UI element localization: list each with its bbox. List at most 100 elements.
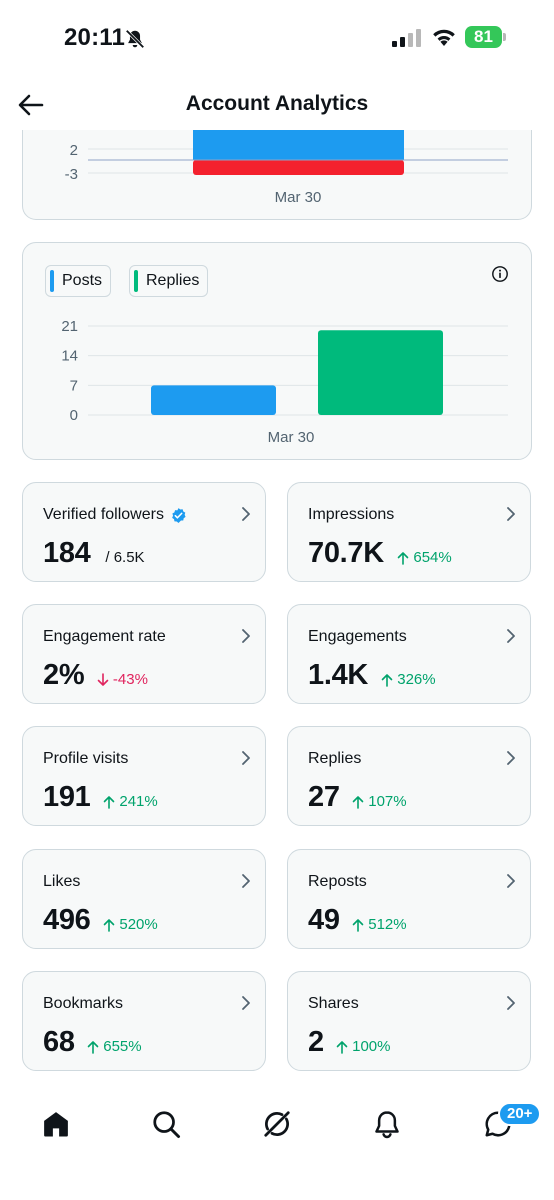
stat-label-text: Profile visits [43, 750, 129, 767]
search-icon [153, 1111, 180, 1138]
stat-change-text: 241% [119, 793, 158, 810]
stat-card[interactable]: Engagements 1.4K 326% [287, 604, 531, 704]
chevron-right-icon [507, 751, 515, 765]
stat-card[interactable]: Shares 2 100% [287, 971, 531, 1071]
nav-search[interactable] [146, 1104, 186, 1144]
stat-value: 184 [43, 537, 91, 569]
stat-card[interactable]: Impressions 70.7K 654% [287, 482, 531, 582]
stat-change-text: -43% [112, 671, 148, 688]
grok-icon [264, 1111, 290, 1137]
home-icon [44, 1112, 68, 1137]
stat-label: Verified followers [43, 506, 187, 524]
stat-label: Bookmarks [43, 995, 123, 1013]
page-title: Account Analytics [185, 92, 369, 115]
stat-label: Engagements [308, 628, 407, 646]
legend-label-posts: Posts [62, 272, 103, 289]
y-tick-label: -3 [65, 166, 78, 183]
chevron-right-icon [507, 996, 515, 1010]
chevron-right-icon [242, 507, 250, 521]
chart-bar-negative [193, 160, 404, 175]
stat-label: Impressions [308, 506, 394, 524]
chevron-right-icon [507, 507, 515, 521]
nav-grok[interactable] [257, 1104, 297, 1144]
stat-label: Reposts [308, 873, 367, 891]
chevron-right-icon [507, 629, 515, 643]
stat-label-text: Reposts [308, 873, 367, 890]
stat-change-text: 512% [368, 916, 407, 933]
nav-home[interactable] [36, 1104, 76, 1144]
notifications-icon [375, 1111, 399, 1139]
arrow-up-icon [381, 673, 393, 687]
stat-label: Engagement rate [43, 628, 166, 646]
bell-off-icon [125, 29, 145, 49]
stat-label: Likes [43, 873, 80, 891]
stat-card[interactable]: Replies 27 107% [287, 726, 531, 826]
stat-card[interactable]: Verified followers 184 / 6.5K [22, 482, 266, 582]
y-tick-label: 14 [61, 348, 78, 365]
messages-badge: 20+ [498, 1102, 542, 1126]
y-tick-label: 21 [61, 318, 78, 335]
battery-level: 81 [474, 27, 493, 46]
stat-label: Profile visits [43, 750, 128, 768]
stat-change: -43% [97, 671, 148, 688]
stat-label-text: Impressions [308, 506, 395, 523]
stat-change-text: 107% [368, 793, 407, 810]
back-button[interactable] [14, 88, 48, 122]
stat-secondary: / 6.5K [105, 549, 145, 566]
chart-bar-posts [151, 385, 276, 415]
stat-change: 241% [103, 793, 158, 810]
stat-value: 1.4K [308, 659, 369, 691]
stat-change-text: 326% [397, 671, 436, 688]
verified-badge-icon [172, 507, 186, 523]
chart-bar-replies [318, 330, 443, 415]
wifi-icon [433, 29, 455, 46]
stat-label-text: Verified followers [43, 506, 164, 523]
stat-value: 2% [43, 659, 85, 691]
stat-value: 496 [43, 904, 91, 936]
stat-card[interactable]: Reposts 49 512% [287, 849, 531, 949]
arrow-up-icon [87, 1040, 99, 1054]
arrow-left-icon [18, 94, 44, 116]
stat-card[interactable]: Profile visits 191 241% [22, 726, 266, 826]
legend-swatch-replies [134, 270, 138, 292]
chart-main-svg: 21 14 7 0 Mar 30 [61, 318, 508, 446]
stat-change: 107% [352, 793, 407, 810]
arrow-up-icon [336, 1040, 348, 1054]
chevron-right-icon [507, 874, 515, 888]
stat-label-text: Bookmarks [43, 995, 124, 1012]
stat-card[interactable]: Likes 496 520% [22, 849, 266, 949]
stat-change: 100% [336, 1038, 391, 1055]
arrow-down-icon [97, 672, 109, 686]
stat-change: 654% [397, 549, 452, 566]
stat-label-text: Likes [43, 873, 81, 890]
stat-value: 68 [43, 1026, 75, 1058]
stat-value: 27 [308, 781, 340, 813]
stat-card[interactable]: Engagement rate 2% -43% [22, 604, 266, 704]
stat-label-text: Engagements [308, 628, 407, 645]
legend-posts[interactable]: Posts [45, 265, 112, 297]
stat-change: 512% [352, 916, 407, 933]
legend-replies[interactable]: Replies [129, 265, 209, 297]
stat-label-text: Shares [308, 995, 359, 1012]
chevron-right-icon [242, 629, 250, 643]
legend-swatch-posts [50, 270, 54, 292]
y-tick-label: 7 [70, 377, 78, 394]
header: Account Analytics [0, 80, 554, 130]
stat-change: 326% [381, 671, 436, 688]
stat-value: 49 [308, 904, 340, 936]
stat-change: 520% [103, 916, 158, 933]
stat-change-text: 654% [413, 549, 452, 566]
signal-icon [392, 29, 421, 47]
arrow-up-icon [352, 918, 364, 932]
legend-label-replies: Replies [146, 272, 200, 289]
stat-card[interactable]: Bookmarks 68 655% [22, 971, 266, 1071]
status-bar: 20:11 81 [0, 0, 554, 80]
stat-label: Replies [308, 750, 361, 768]
stat-change-text: 655% [103, 1038, 142, 1055]
info-icon[interactable] [491, 265, 509, 283]
chevron-right-icon [242, 996, 250, 1010]
stat-value: 2 [308, 1026, 324, 1058]
stat-change: 655% [87, 1038, 142, 1055]
chart-card-main: Posts Replies 21 14 7 0 Mar 30 [22, 242, 532, 460]
nav-notifications[interactable] [367, 1104, 407, 1144]
